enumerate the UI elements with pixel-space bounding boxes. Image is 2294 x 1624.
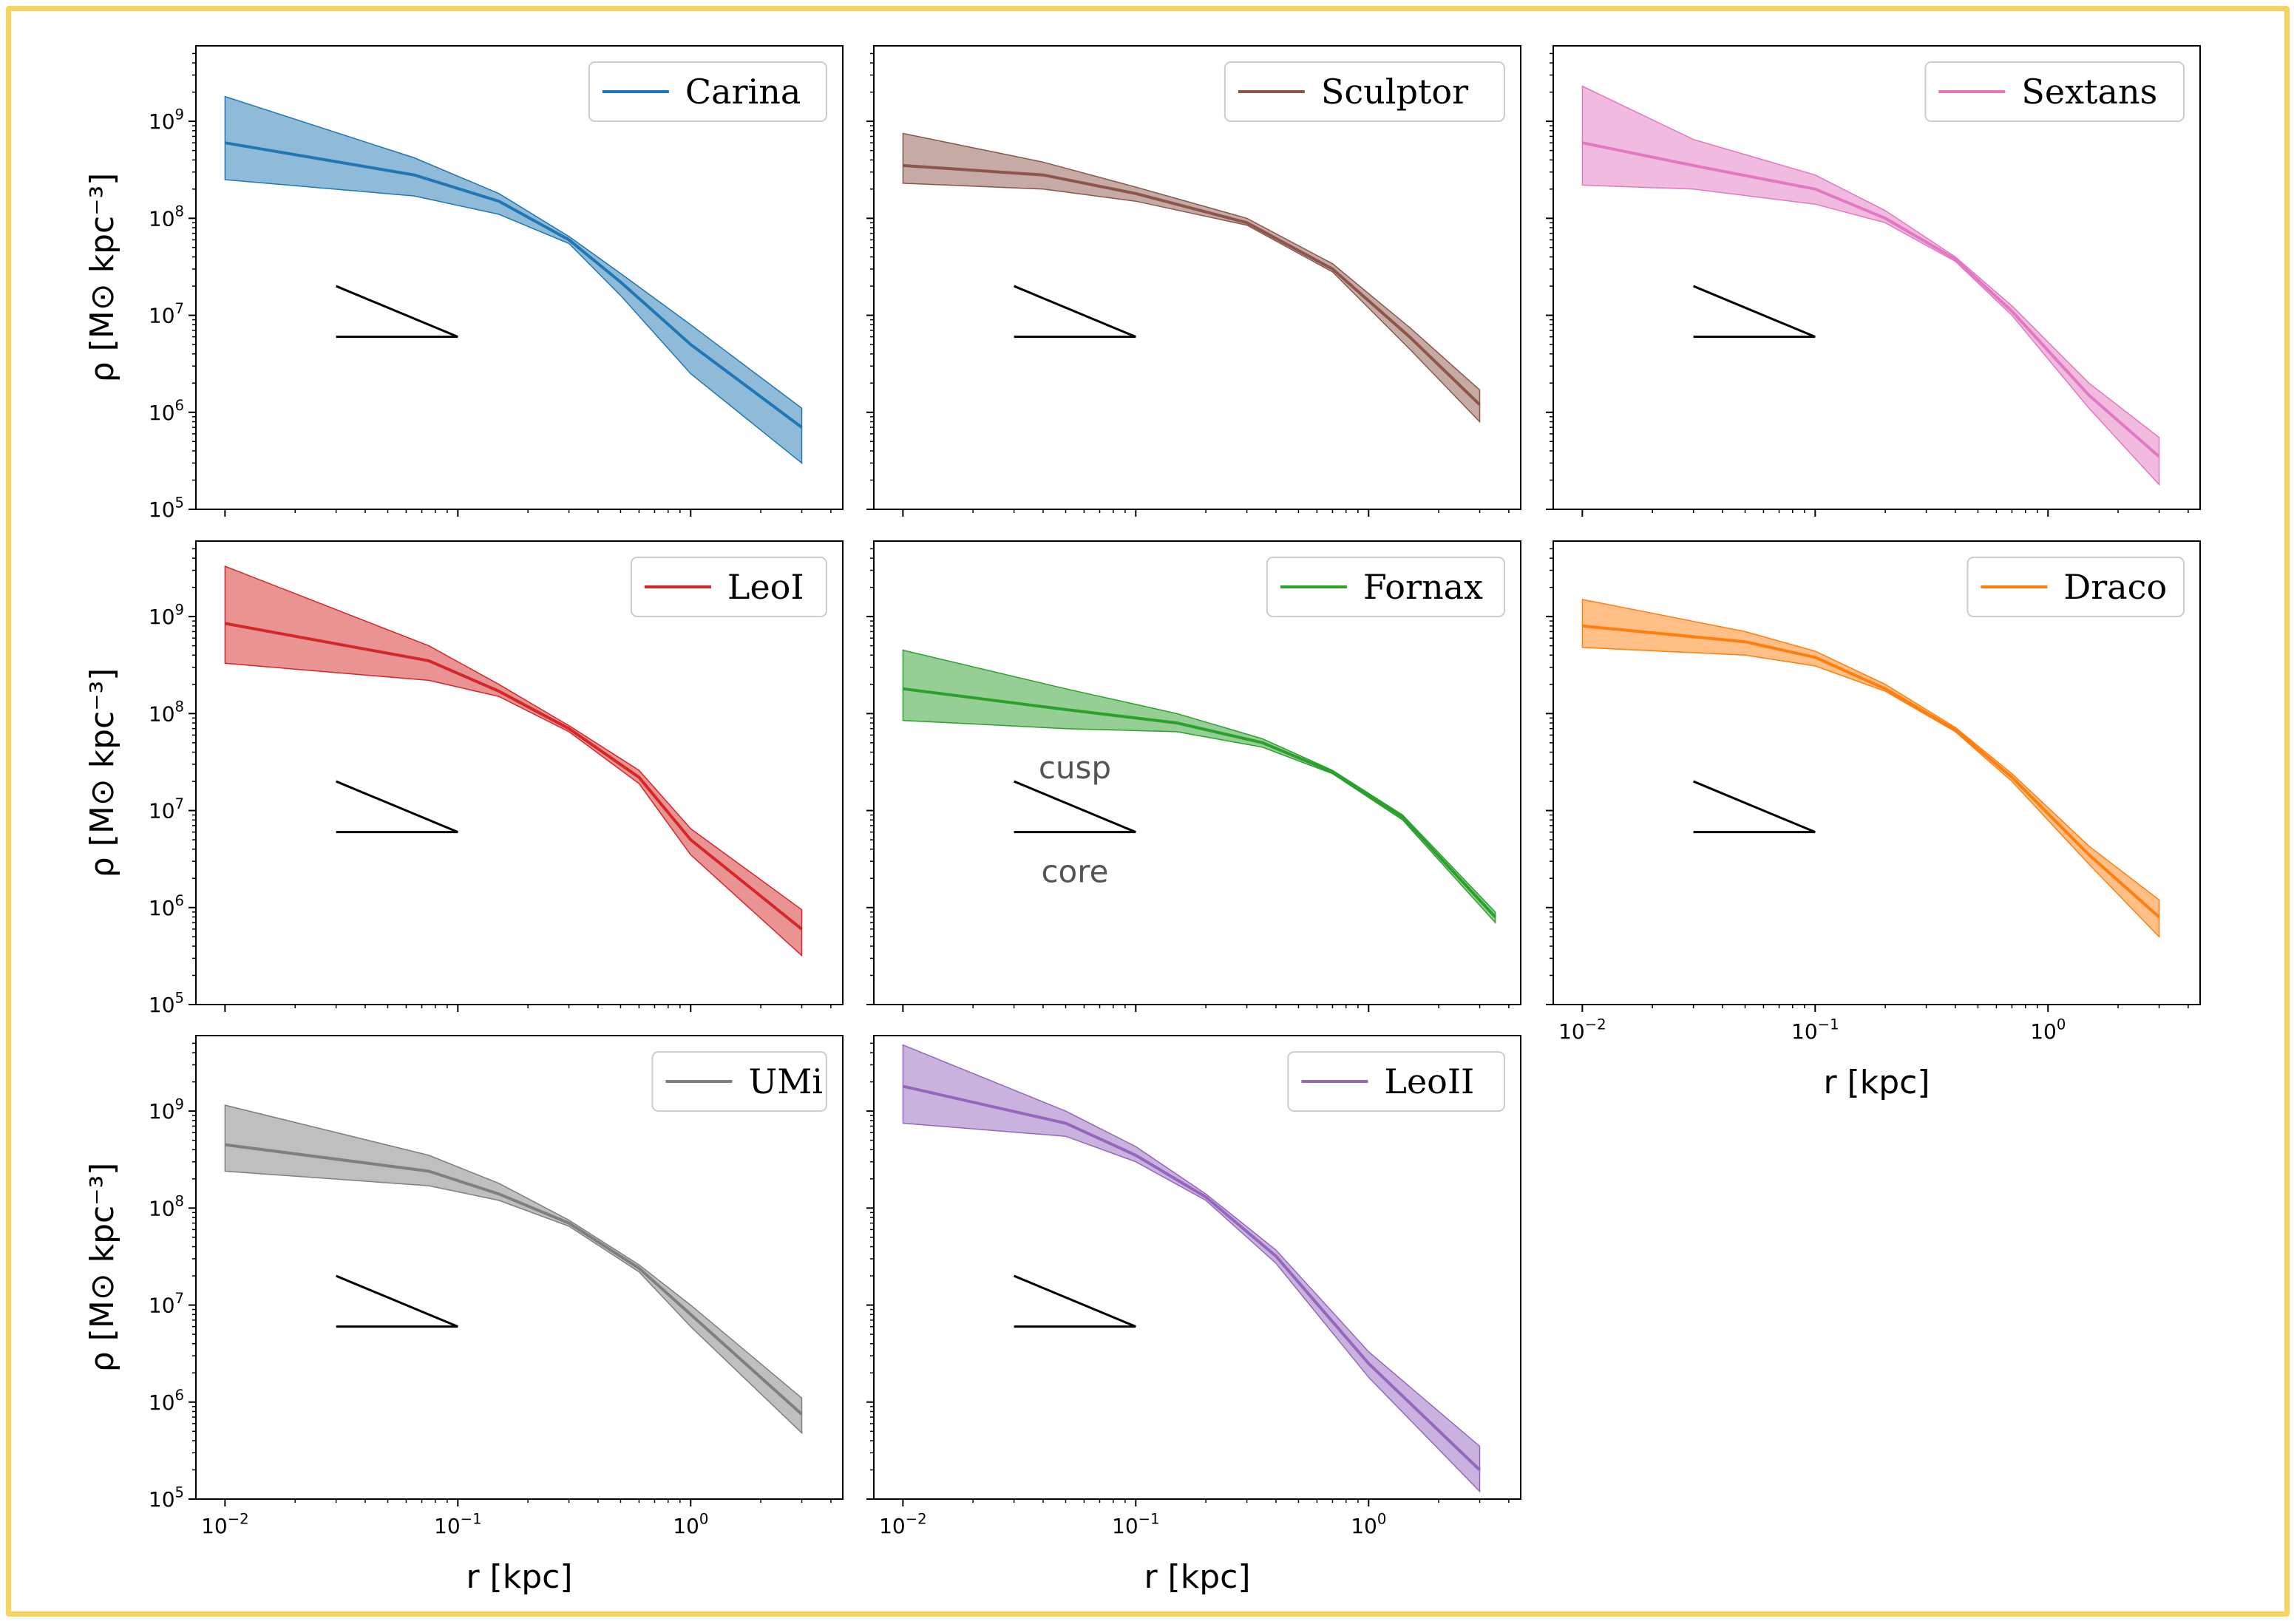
confidence-band-leoi [224, 565, 803, 957]
cusp-slope-line [1014, 1274, 1136, 1328]
series-line-carina [225, 141, 803, 429]
panel-leoii: 10−2 10−1 100 r [kpc] LeoII [866, 1035, 1521, 1596]
y-axis-label: ρ [M⊙ kpc⁻³] [84, 1163, 121, 1373]
legend-label-sculptor: Sculptor [1321, 72, 1468, 112]
series-line-fornax [903, 687, 1497, 918]
y-tick-label: 105 [149, 989, 184, 1017]
confidence-band-carina [224, 95, 803, 464]
y-tick-label: 106 [149, 1387, 184, 1415]
axes-frame [873, 540, 1521, 1005]
legend-label-leoii: LeoII [1384, 1061, 1474, 1101]
panel-leoi: 105 106 107 108 109 ρ [M⊙ kpc⁻³] LeoI [84, 540, 844, 1017]
confidence-band-sextans [1581, 85, 2160, 486]
axes-frame [195, 540, 844, 1005]
y-tick-label: 109 [149, 106, 184, 135]
series-line-umi [225, 1143, 803, 1416]
legend: LeoI [630, 557, 827, 617]
axes-frame [195, 45, 844, 510]
legend-box [1224, 61, 1505, 122]
confidence-band-umi [224, 1104, 803, 1435]
confidence-band-fornax [902, 649, 1496, 925]
legend-label-leoi: LeoI [727, 567, 804, 607]
legend-box [1966, 557, 2185, 617]
x-tick-label: 10−2 [201, 1510, 249, 1538]
core-label: core [1041, 854, 1108, 890]
series-line-leoi [225, 622, 803, 931]
legend-label-fornax: Fornax [1363, 567, 1483, 607]
axes-frame [195, 1035, 844, 1500]
y-tick-label: 107 [149, 300, 184, 328]
y-tick-label: 107 [149, 795, 184, 823]
y-tick-label: 107 [149, 1290, 184, 1318]
panel-sextans: Sextans [1546, 45, 2201, 517]
series-line-leoii [902, 1084, 1481, 1471]
x-axis-label: r [kpc] [466, 1558, 572, 1596]
legend: Fornax [1266, 557, 1505, 617]
legend-box [630, 557, 827, 617]
y-tick-label: 109 [149, 1096, 184, 1124]
x-tick-label: 100 [673, 1510, 708, 1538]
legend-label-umi: UMi [748, 1061, 823, 1101]
cusp-slope-line [1014, 780, 1136, 834]
x-axis-label: r [kpc] [1144, 1558, 1250, 1596]
x-tick-label: 10−1 [434, 1510, 482, 1538]
cusp-slope-line [336, 780, 458, 834]
legend: Sculptor [1224, 61, 1505, 122]
y-tick-label: 105 [149, 1484, 184, 1512]
y-tick-label: 109 [149, 602, 184, 630]
y-tick-label: 108 [149, 699, 184, 727]
axes-frame [873, 45, 1521, 510]
axes-frame [1552, 540, 2201, 1005]
legend: UMi [651, 1051, 827, 1112]
y-tick-label: 106 [149, 397, 184, 425]
axes-frame [1552, 45, 2201, 510]
x-tick-label: 10−1 [1791, 1016, 1839, 1044]
cusp-label: cusp [1039, 750, 1111, 786]
confidence-band-draco [1581, 599, 2160, 939]
cusp-slope-line [1693, 780, 1816, 834]
confidence-band-leoii [902, 1044, 1481, 1493]
y-tick-label: 105 [149, 494, 184, 522]
figure-frame [6, 6, 2290, 1617]
x-axis-label: r [kpc] [1823, 1064, 1930, 1101]
cusp-slope-line [336, 1274, 458, 1328]
legend: Draco [1966, 557, 2185, 617]
y-axis-label: ρ [M⊙ kpc⁻³] [84, 668, 121, 878]
legend-box [588, 61, 827, 122]
panel-carina: 105 106 107 108 109 ρ [M⊙ kpc⁻³] Carina [84, 45, 844, 522]
legend: Sextans [1924, 61, 2185, 122]
legend-box [1924, 61, 2185, 122]
series-line-draco [1582, 624, 2160, 918]
legend-box [1287, 1051, 1506, 1112]
x-tick-label: 10−2 [1558, 1016, 1606, 1044]
legend: Carina [588, 61, 827, 122]
panel-fornax: cusp core Fornax [866, 540, 1521, 1012]
y-tick-label: 108 [149, 203, 184, 231]
panel-sculptor: Sculptor [866, 45, 1521, 517]
y-tick-label: 108 [149, 1193, 184, 1221]
cusp-slope-line [1693, 285, 1816, 339]
x-tick-label: 100 [2030, 1016, 2066, 1044]
legend-box [651, 1051, 827, 1112]
y-tick-label: 106 [149, 892, 184, 920]
axes-frame [873, 1035, 1521, 1500]
legend-label-sextans: Sextans [2021, 72, 2157, 112]
series-line-sextans [1581, 141, 2160, 458]
series-line-sculptor [903, 163, 1481, 406]
legend-box [1266, 557, 1505, 617]
cusp-slope-line [336, 285, 458, 339]
legend: LeoII [1287, 1051, 1506, 1112]
confidence-band-sculptor [902, 132, 1481, 424]
x-tick-label: 10−2 [879, 1510, 927, 1538]
legend-label-carina: Carina [685, 72, 801, 112]
cusp-slope-line [1014, 285, 1136, 339]
x-tick-label: 10−1 [1112, 1510, 1160, 1538]
x-tick-label: 100 [1351, 1510, 1386, 1538]
panel-umi: 105 106 107 108 109 10−2 10−1 100 ρ [M⊙ kpc⁻³] r … [84, 1035, 844, 1596]
legend-label-draco: Draco [2063, 567, 2167, 607]
panel-draco: 10−2 10−1 100 r [kpc] Draco [1546, 540, 2201, 1101]
y-axis-label: ρ [M⊙ kpc⁻³] [84, 173, 121, 383]
